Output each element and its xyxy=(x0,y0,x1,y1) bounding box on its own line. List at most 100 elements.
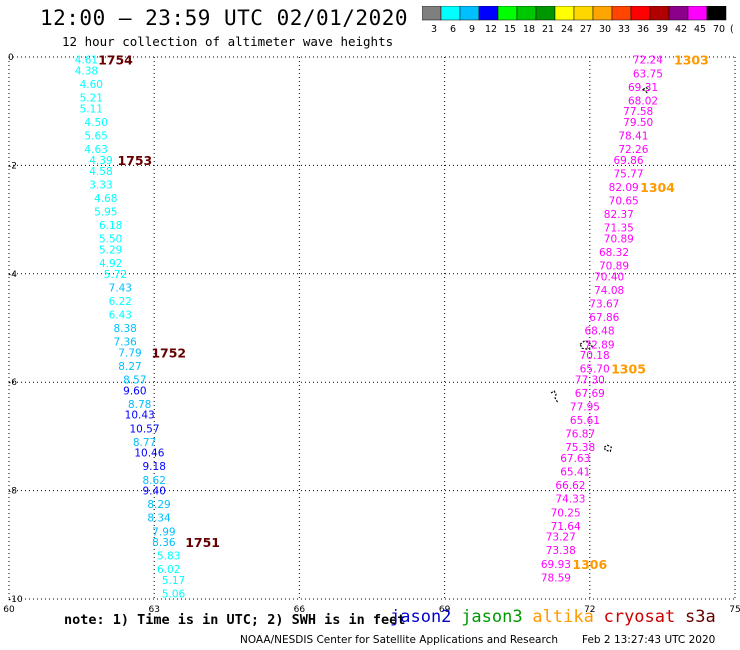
wave-height-point: 72.89 xyxy=(584,339,614,351)
wave-height-point: 68.48 xyxy=(584,326,614,338)
wave-height-point: 70.40 xyxy=(594,272,624,284)
colorbar-tick-label: 12 xyxy=(485,24,497,35)
x-tick-label: 60 xyxy=(3,605,15,615)
note-text: note: 1) Time is in UTC; 2) SWH is in fe… xyxy=(64,612,406,628)
wave-height-point: 67.86 xyxy=(589,312,619,324)
wave-height-point: 69.86 xyxy=(613,155,643,167)
wave-height-point: 10.46 xyxy=(134,448,164,460)
colorbar-tick-label: 36 xyxy=(637,24,649,35)
x-tick-label: 75 xyxy=(729,605,740,615)
wave-height-point: 67.63 xyxy=(560,453,590,465)
time-label: 1752 xyxy=(151,345,186,360)
x-tick-label: 72 xyxy=(584,605,595,615)
colorbar-swatch xyxy=(706,6,727,21)
wave-height-point: 4.68 xyxy=(94,193,117,205)
colorbar-tick-label: 6 xyxy=(450,24,456,35)
coastline-outline xyxy=(550,390,559,404)
wave-height-point: 65.41 xyxy=(560,467,590,479)
wave-height-point: 4.38 xyxy=(75,66,98,78)
y-tick-label: -2 xyxy=(8,161,17,171)
wave-height-point: 74.33 xyxy=(555,494,585,506)
wave-height-point: 6.43 xyxy=(109,309,132,321)
mission-label-jason3: jason3 xyxy=(461,607,523,627)
wave-height-point: 7.79 xyxy=(118,347,141,359)
wave-height-point: 73.67 xyxy=(589,299,619,311)
y-tick-label: 0 xyxy=(8,53,14,63)
wave-height-point: 8.77 xyxy=(133,437,156,449)
wave-height-point: 71.64 xyxy=(551,521,581,533)
colorbar-tick-label: 45 xyxy=(694,24,706,35)
wave-height-point: 6.02 xyxy=(157,564,180,576)
wave-height-point: 5.72 xyxy=(104,269,127,281)
wave-height-point: 9.18 xyxy=(143,461,166,473)
wave-height-point: 8.36 xyxy=(152,537,176,549)
mission-label-altika: altika xyxy=(532,607,594,627)
wave-height-point: 75.38 xyxy=(565,442,595,454)
colorbar-tick-label: 33 xyxy=(618,24,630,35)
wave-height-point: 10.57 xyxy=(129,423,159,435)
wave-height-point: 5.11 xyxy=(80,103,103,115)
wave-height-point: 5.50 xyxy=(99,234,122,246)
colorbar-tick-label: 39 xyxy=(656,24,668,35)
wave-height-point: 8.62 xyxy=(143,475,166,487)
wave-height-point: 73.38 xyxy=(546,545,576,557)
wave-height-point: 8.38 xyxy=(113,323,136,335)
mission-label-s3a: s3a xyxy=(685,607,716,627)
wave-height-point: 9.60 xyxy=(123,385,146,397)
y-tick-label: -8 xyxy=(8,487,17,497)
wave-height-point: 5.06 xyxy=(162,589,186,601)
x-tick-label: 66 xyxy=(294,605,306,615)
time-label: 1304 xyxy=(640,180,675,195)
wave-height-point: 8.27 xyxy=(118,361,141,373)
y-tick-label: -6 xyxy=(8,378,17,388)
y-tick-label: -4 xyxy=(8,270,17,280)
wave-height-point: 5.95 xyxy=(94,206,117,218)
mission-label-cryosat: cryosat xyxy=(603,607,676,627)
wave-height-point: 71.35 xyxy=(604,223,634,235)
wave-height-point: 63.75 xyxy=(633,68,663,80)
wave-height-point: 3.33 xyxy=(89,179,112,191)
chart-title: 12:00 – 23:59 UTC 02/01/2020 xyxy=(40,6,409,30)
wave-height-point: 8.29 xyxy=(147,499,170,511)
wave-height-point: 8.78 xyxy=(128,399,151,411)
chart-subtitle: 12 hour collection of altimeter wave hei… xyxy=(62,34,394,49)
wave-height-point: 70.89 xyxy=(599,261,629,273)
colorbar-tick-label: 15 xyxy=(504,24,516,35)
colorbar-tick-label: 21 xyxy=(542,24,554,35)
wave-height-point: 73.27 xyxy=(546,532,576,544)
wave-height-point: 5.21 xyxy=(80,93,103,105)
colorbar-tick-label: 18 xyxy=(523,24,535,35)
wave-height-point: 70.65 xyxy=(609,196,639,208)
wave-height-point: 4.58 xyxy=(89,166,112,178)
wave-height-point: 4.92 xyxy=(99,258,122,270)
wave-height-point: 79.50 xyxy=(623,117,653,129)
wave-height-point: 82.37 xyxy=(604,209,634,221)
wave-height-point: 75.77 xyxy=(613,169,643,181)
time-label: 1306 xyxy=(572,557,607,572)
wave-height-point: 77.95 xyxy=(570,402,600,414)
time-label: 1753 xyxy=(117,153,152,168)
footer-date: Feb 2 13:27:43 UTC 2020 xyxy=(582,634,716,646)
wave-height-point: 4.63 xyxy=(84,144,107,156)
wave-height-point: 72.26 xyxy=(618,144,648,156)
wave-height-point: 65.61 xyxy=(570,415,600,427)
wave-height-point: 76.87 xyxy=(565,429,595,441)
wave-height-point: 68.02 xyxy=(628,95,658,107)
wave-height-point: 74.08 xyxy=(594,285,624,297)
mission-label-jason2: jason2 xyxy=(390,607,452,627)
wave-height-point: 6.22 xyxy=(109,296,132,308)
wave-height-point: 78.41 xyxy=(618,131,648,143)
footer-credit: NOAA/NESDIS Center for Satellite Applica… xyxy=(240,634,558,646)
colorbar-tick-label: 70 xyxy=(713,24,725,35)
colorbar-tick-label: 27 xyxy=(580,24,592,35)
wave-height-point: 69.93 xyxy=(541,559,571,571)
wave-height-point: 5.65 xyxy=(84,131,107,143)
wave-height-point: 72.24 xyxy=(633,55,663,67)
y-tick-label: -10 xyxy=(8,595,23,605)
wave-height-point: 7.43 xyxy=(109,282,132,294)
coastline-outline xyxy=(642,86,650,94)
wave-height-point: 67.69 xyxy=(575,388,605,400)
wave-height-point: 65.70 xyxy=(580,364,610,376)
